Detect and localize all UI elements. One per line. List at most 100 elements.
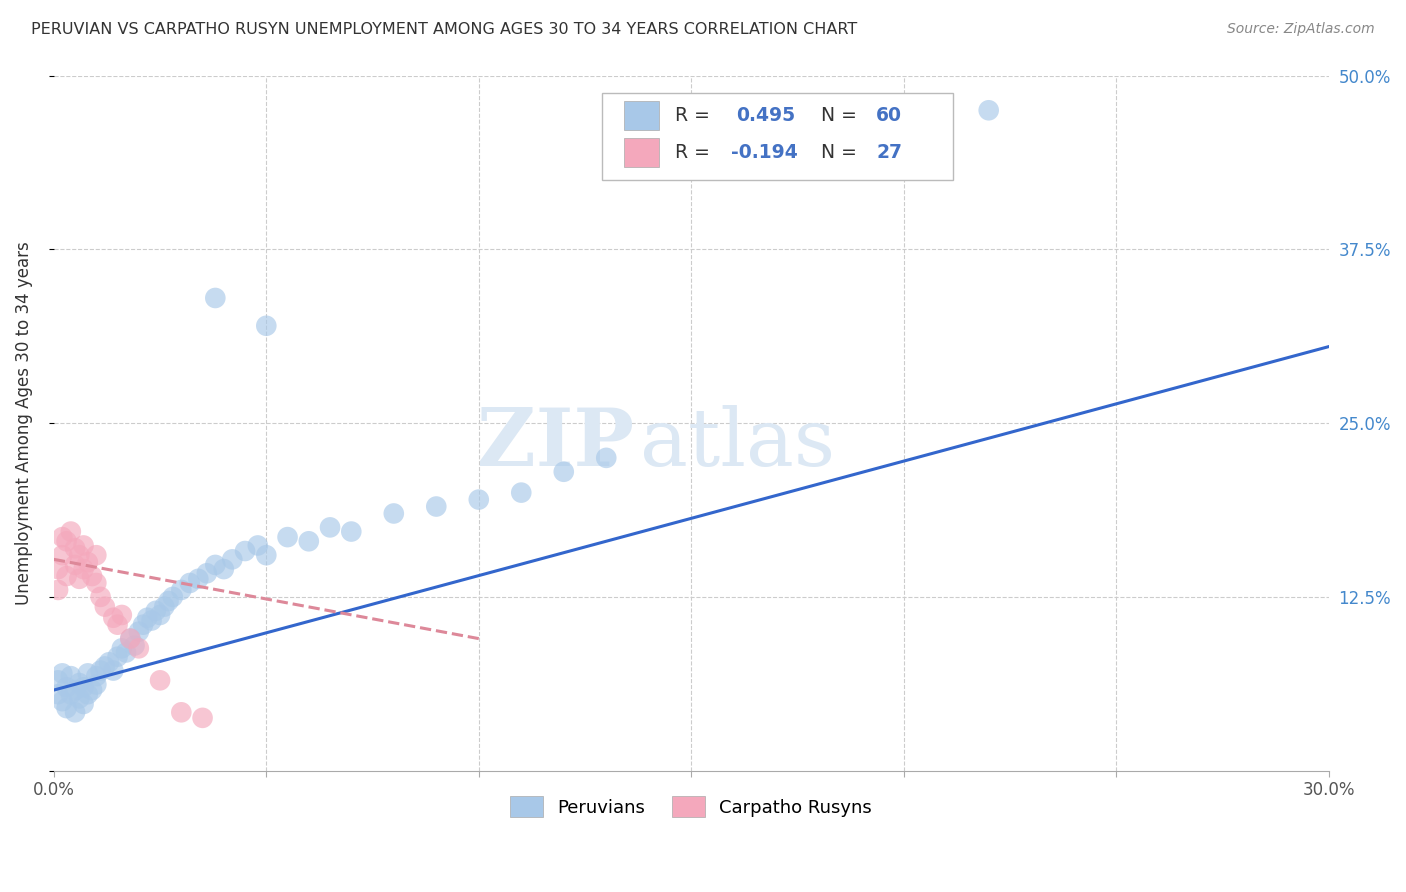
Peruvians bbox=[107, 649, 129, 664]
Text: R =: R = bbox=[675, 143, 716, 161]
Peruvians bbox=[86, 669, 108, 683]
Peruvians bbox=[149, 607, 172, 622]
Peruvians bbox=[63, 706, 86, 720]
Peruvians bbox=[80, 683, 103, 698]
Peruvians bbox=[233, 544, 256, 558]
Carpatho Rusyns bbox=[51, 530, 73, 544]
Peruvians bbox=[124, 639, 146, 653]
Carpatho Rusyns bbox=[111, 607, 134, 622]
Peruvians bbox=[162, 590, 184, 604]
Text: 0.495: 0.495 bbox=[735, 106, 794, 125]
Carpatho Rusyns bbox=[191, 711, 214, 725]
Peruvians bbox=[76, 687, 98, 701]
Bar bbox=[624, 137, 659, 167]
Peruvians bbox=[128, 624, 150, 639]
Text: N =: N = bbox=[821, 143, 863, 161]
Text: N =: N = bbox=[821, 106, 863, 125]
Text: Source: ZipAtlas.com: Source: ZipAtlas.com bbox=[1227, 22, 1375, 37]
Peruvians bbox=[55, 680, 77, 694]
Peruvians bbox=[94, 659, 117, 673]
Carpatho Rusyns bbox=[67, 572, 90, 586]
Peruvians bbox=[72, 680, 94, 694]
Bar bbox=[624, 101, 659, 130]
Carpatho Rusyns bbox=[55, 534, 77, 549]
Peruvians bbox=[63, 683, 86, 698]
Peruvians bbox=[132, 617, 155, 632]
Text: R =: R = bbox=[675, 106, 716, 125]
Peruvians bbox=[254, 318, 277, 333]
Peruvians bbox=[510, 485, 533, 500]
Carpatho Rusyns bbox=[72, 562, 94, 576]
Carpatho Rusyns bbox=[51, 548, 73, 562]
Peruvians bbox=[553, 465, 575, 479]
Carpatho Rusyns bbox=[72, 538, 94, 552]
Peruvians bbox=[468, 492, 491, 507]
Carpatho Rusyns bbox=[46, 582, 69, 597]
Peruvians bbox=[246, 538, 269, 552]
Peruvians bbox=[67, 691, 90, 706]
Peruvians bbox=[111, 641, 134, 656]
Carpatho Rusyns bbox=[55, 569, 77, 583]
Peruvians bbox=[298, 534, 321, 549]
Peruvians bbox=[55, 701, 77, 715]
Carpatho Rusyns bbox=[90, 590, 112, 604]
Peruvians bbox=[170, 582, 193, 597]
Carpatho Rusyns bbox=[67, 548, 90, 562]
Peruvians bbox=[977, 103, 1000, 118]
Peruvians bbox=[136, 611, 159, 625]
Text: 60: 60 bbox=[876, 106, 903, 125]
Text: 27: 27 bbox=[876, 143, 903, 161]
Peruvians bbox=[59, 669, 82, 683]
Carpatho Rusyns bbox=[86, 548, 108, 562]
Peruvians bbox=[204, 558, 226, 572]
Peruvians bbox=[195, 566, 218, 581]
Peruvians bbox=[120, 632, 142, 646]
Peruvians bbox=[51, 694, 73, 708]
Carpatho Rusyns bbox=[94, 599, 117, 614]
Peruvians bbox=[59, 687, 82, 701]
Peruvians bbox=[115, 646, 138, 660]
Peruvians bbox=[254, 548, 277, 562]
Peruvians bbox=[98, 655, 121, 669]
Peruvians bbox=[67, 676, 90, 690]
Carpatho Rusyns bbox=[59, 524, 82, 539]
Carpatho Rusyns bbox=[107, 617, 129, 632]
Peruvians bbox=[72, 697, 94, 711]
Peruvians bbox=[595, 450, 617, 465]
Peruvians bbox=[212, 562, 235, 576]
Peruvians bbox=[103, 664, 125, 678]
Peruvians bbox=[277, 530, 299, 544]
Carpatho Rusyns bbox=[103, 611, 125, 625]
Peruvians bbox=[141, 614, 163, 628]
Peruvians bbox=[382, 507, 405, 521]
Peruvians bbox=[204, 291, 226, 305]
Peruvians bbox=[76, 666, 98, 681]
Peruvians bbox=[145, 604, 167, 618]
Carpatho Rusyns bbox=[128, 641, 150, 656]
Carpatho Rusyns bbox=[63, 541, 86, 556]
Peruvians bbox=[90, 664, 112, 678]
Carpatho Rusyns bbox=[63, 558, 86, 572]
Peruvians bbox=[340, 524, 363, 539]
Carpatho Rusyns bbox=[46, 562, 69, 576]
Peruvians bbox=[51, 666, 73, 681]
Peruvians bbox=[153, 599, 176, 614]
Carpatho Rusyns bbox=[149, 673, 172, 688]
Peruvians bbox=[86, 677, 108, 691]
Text: -0.194: -0.194 bbox=[731, 143, 797, 161]
Carpatho Rusyns bbox=[80, 569, 103, 583]
Peruvians bbox=[46, 673, 69, 688]
Text: PERUVIAN VS CARPATHO RUSYN UNEMPLOYMENT AMONG AGES 30 TO 34 YEARS CORRELATION CH: PERUVIAN VS CARPATHO RUSYN UNEMPLOYMENT … bbox=[31, 22, 858, 37]
Text: atlas: atlas bbox=[640, 405, 835, 483]
Legend: Peruvians, Carpatho Rusyns: Peruvians, Carpatho Rusyns bbox=[503, 789, 879, 824]
FancyBboxPatch shape bbox=[602, 93, 953, 180]
Text: ZIP: ZIP bbox=[477, 405, 634, 483]
Peruvians bbox=[179, 576, 201, 591]
Peruvians bbox=[221, 552, 243, 566]
Carpatho Rusyns bbox=[76, 555, 98, 569]
Peruvians bbox=[319, 520, 342, 534]
Carpatho Rusyns bbox=[120, 632, 142, 646]
Peruvians bbox=[46, 687, 69, 701]
Peruvians bbox=[187, 572, 209, 586]
Carpatho Rusyns bbox=[86, 576, 108, 591]
